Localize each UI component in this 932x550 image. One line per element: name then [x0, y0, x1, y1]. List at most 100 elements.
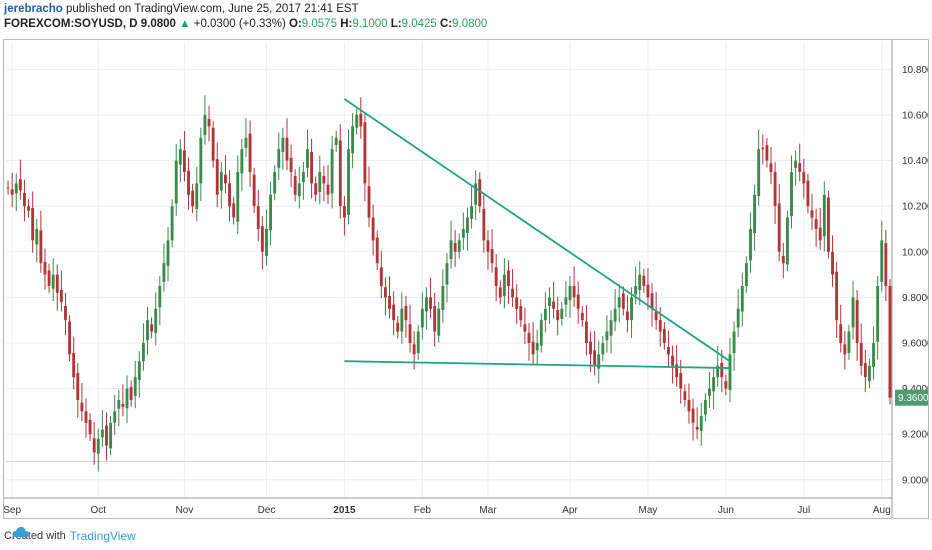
- candle-up: [351, 126, 355, 154]
- candle-up: [613, 308, 617, 322]
- candle-down: [88, 420, 92, 435]
- candle-down: [39, 230, 43, 264]
- candlestick-chart[interactable]: 10.8000 10.6000 10.4000 10.2000 10.0000 9.800…: [4, 40, 928, 518]
- candle-down: [835, 271, 839, 321]
- candle-up: [117, 399, 121, 409]
- candle-up: [195, 183, 199, 209]
- candle-up: [301, 171, 305, 182]
- open-value: 9.0575: [301, 18, 337, 30]
- candle-down: [150, 324, 154, 332]
- candle-up: [240, 149, 244, 174]
- candle-down: [55, 274, 59, 293]
- candle-down: [859, 342, 863, 366]
- candle-up: [699, 415, 703, 431]
- candle-up: [162, 263, 166, 282]
- candle-down: [679, 373, 683, 389]
- candle-down: [498, 287, 502, 298]
- candle-down: [765, 145, 769, 161]
- candle-up: [109, 422, 113, 449]
- x-tick-label: Aug: [873, 505, 891, 516]
- candle-up: [125, 388, 129, 409]
- candle-up: [732, 331, 736, 353]
- candle-up: [568, 285, 572, 301]
- candle-down: [482, 208, 486, 241]
- y-tick-label: 10.4000: [902, 156, 928, 167]
- publisher-username[interactable]: jerebracho: [4, 3, 63, 15]
- candle-down: [326, 184, 330, 195]
- x-tick-label: Oct: [91, 505, 107, 516]
- high-value: 9.1000: [352, 18, 388, 30]
- candle-down: [507, 270, 510, 286]
- candle-down: [642, 275, 646, 286]
- x-tick-label: Dec: [258, 505, 276, 516]
- candle-down: [211, 127, 215, 161]
- candle-up: [137, 361, 141, 380]
- candle-up: [851, 297, 855, 328]
- candle-down: [342, 206, 346, 218]
- candle-down: [490, 249, 494, 264]
- candle-down: [6, 187, 10, 189]
- candle-up: [749, 228, 752, 261]
- candle-down: [675, 364, 679, 378]
- x-tick-label: Apr: [562, 505, 578, 516]
- candle-up: [876, 285, 880, 342]
- y-tick-label: 10.0000: [902, 247, 928, 258]
- x-tick-label: Feb: [414, 505, 432, 516]
- candle-up: [617, 297, 621, 308]
- chart-frame[interactable]: 10.8000 10.6000 10.4000 10.2000 10.0000 9.800…: [3, 39, 929, 519]
- y-tick-label: 9.4000: [902, 384, 928, 395]
- candle-up: [601, 342, 605, 355]
- symbol-name[interactable]: FOREXCOM:SOYUSD, D: [4, 18, 138, 30]
- candle-up: [736, 308, 740, 328]
- candle-down: [228, 183, 231, 207]
- candle-up: [347, 149, 350, 215]
- candle-down: [76, 373, 80, 400]
- y-tick-label: 10.6000: [902, 110, 928, 121]
- current-price-badge: [895, 389, 928, 406]
- candle-down: [662, 328, 666, 343]
- candle-up: [794, 160, 798, 168]
- candle-down: [810, 210, 814, 218]
- candle-up: [203, 114, 207, 136]
- candle-up: [461, 228, 465, 238]
- candle-down: [486, 240, 490, 252]
- candle-up: [35, 228, 39, 245]
- candle-up: [174, 160, 178, 204]
- candle-up: [457, 240, 461, 252]
- candle-down: [687, 399, 691, 412]
- candle-up: [306, 149, 309, 168]
- candle-down: [433, 306, 437, 332]
- tradingview-brand[interactable]: TradingView: [69, 529, 136, 543]
- candle-down: [691, 408, 695, 423]
- candle-down: [884, 243, 888, 286]
- candle-up: [634, 285, 638, 295]
- candle-up: [744, 263, 748, 286]
- candle-down: [572, 285, 576, 298]
- candle-up: [441, 285, 445, 311]
- candle-down: [584, 321, 588, 343]
- candle-down: [831, 251, 834, 275]
- candle-down: [289, 157, 293, 172]
- candle-down: [31, 207, 35, 241]
- candle-down: [92, 438, 96, 453]
- candle-up: [400, 308, 404, 332]
- candle-up: [178, 149, 182, 165]
- candle-up: [605, 331, 609, 341]
- candle-down: [252, 174, 256, 207]
- last-price: 9.0800: [140, 18, 176, 30]
- candle-up: [133, 377, 137, 396]
- close-label: C:: [439, 18, 453, 30]
- x-tick-label: Jun: [718, 505, 734, 516]
- candle-down: [580, 312, 584, 321]
- candle-up: [277, 149, 281, 168]
- candle-down: [826, 197, 830, 252]
- candle-down: [818, 227, 822, 241]
- candle-up: [609, 320, 613, 336]
- y-tick-label: 9.0000: [902, 475, 928, 486]
- tradingview-cloud-icon: [12, 527, 30, 537]
- candle-up: [330, 149, 334, 194]
- candle-down: [843, 344, 847, 355]
- candle-down: [531, 341, 535, 355]
- candle-down: [658, 320, 662, 332]
- candle-up: [753, 194, 757, 234]
